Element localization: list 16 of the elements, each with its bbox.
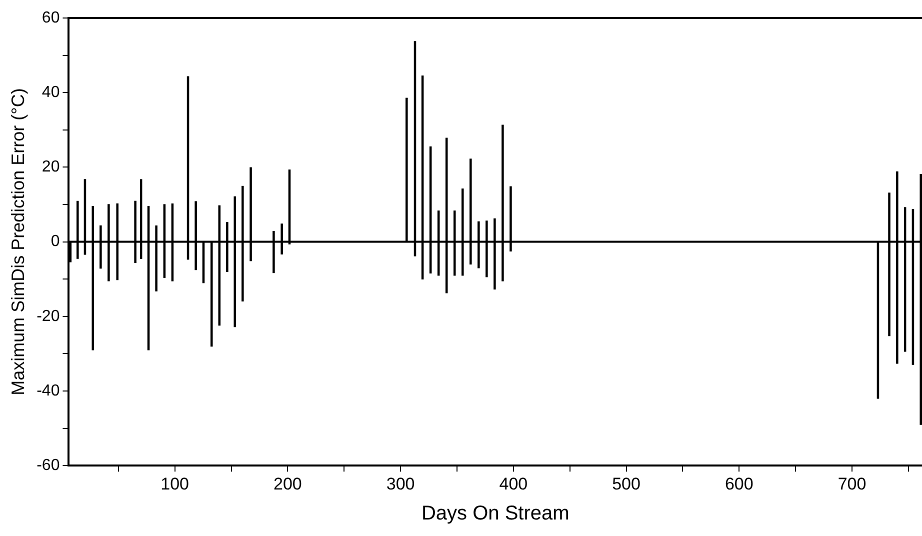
x-tick-label: 500 xyxy=(612,474,640,494)
y-tick-label: 60 xyxy=(42,9,60,26)
x-axis-title: Days On Stream xyxy=(421,502,570,525)
y-tick-label: -40 xyxy=(36,382,60,400)
x-tick-label: 200 xyxy=(274,474,302,494)
x-tick-label: 400 xyxy=(499,474,528,494)
y-axis-title: Maximum SimDis Prediction Error (°C) xyxy=(8,88,28,396)
y-tick-label: 40 xyxy=(42,84,60,102)
y-tick-label: 20 xyxy=(42,158,60,176)
y-tick-label: -60 xyxy=(36,457,60,474)
x-tick-label: 300 xyxy=(386,474,415,494)
x-tick-label: 700 xyxy=(838,474,866,494)
x-tick-label: 100 xyxy=(160,474,190,494)
y-tick-label: -20 xyxy=(36,308,60,325)
y-tick-label: 0 xyxy=(50,233,60,250)
x-tick-label: 600 xyxy=(724,474,754,494)
